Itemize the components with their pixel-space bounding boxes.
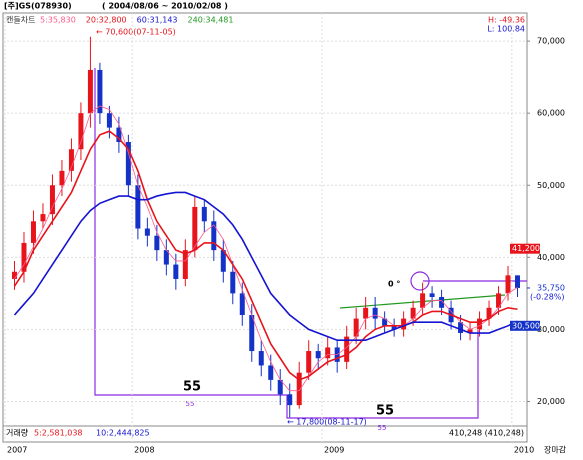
candle-body xyxy=(173,264,179,279)
candle-body xyxy=(268,365,274,380)
candle-body xyxy=(515,275,521,288)
volume-ma10: 10:2,444,825 xyxy=(96,429,150,438)
candle-body xyxy=(125,142,131,186)
candle-body xyxy=(97,69,103,114)
candle-body xyxy=(192,206,198,251)
peak-label: ← 70,600(07-11-05) xyxy=(96,28,176,37)
candle-body xyxy=(249,315,255,352)
candle-body xyxy=(201,206,207,222)
price-tag: 35,750 xyxy=(537,283,565,292)
stat-low: L: 100.84 xyxy=(487,25,525,34)
candle-body xyxy=(182,250,188,279)
candle-body xyxy=(420,293,426,308)
candle-body xyxy=(315,351,321,359)
candle-body xyxy=(230,271,236,294)
candle-body xyxy=(144,228,150,236)
moving-average xyxy=(14,105,518,392)
x-tick-label: 2007 xyxy=(7,446,27,455)
candle-body xyxy=(306,351,312,373)
moving-average xyxy=(13,191,518,342)
volume-frame xyxy=(2,425,528,443)
price-tag: 41,200 xyxy=(512,244,540,253)
change-label: (-0.28%) xyxy=(530,293,565,302)
candle-body xyxy=(239,293,245,316)
candle-body xyxy=(287,394,293,406)
candle-body xyxy=(11,271,17,279)
candle-body xyxy=(401,318,407,330)
stat-high: H: -49.36 xyxy=(488,16,525,25)
candle-body xyxy=(277,379,283,395)
candle-body xyxy=(496,293,502,308)
price-tag: 30,500 xyxy=(512,321,540,330)
count-small: 55 xyxy=(378,424,387,432)
candle-body xyxy=(467,329,473,334)
candle-body xyxy=(363,307,369,319)
candle-body xyxy=(220,250,226,272)
candle-body xyxy=(382,318,388,326)
candle-body xyxy=(477,318,483,330)
candle-body xyxy=(30,221,36,243)
legend-entry: 20:32,800 xyxy=(86,16,127,25)
y-tick-label: 20,000 xyxy=(537,397,565,406)
legend-label: 캔들차트 xyxy=(6,15,35,25)
count-label: 55 xyxy=(183,380,201,395)
trend-box xyxy=(94,68,287,396)
moving-average xyxy=(13,130,518,381)
candle-body xyxy=(258,351,264,366)
candle-body xyxy=(353,318,359,337)
price-tag-bg xyxy=(510,243,540,254)
candle-body xyxy=(78,113,84,150)
price-tag-bg xyxy=(510,320,540,331)
trend-box xyxy=(286,330,479,419)
count-label: 55 xyxy=(376,404,394,419)
candle-body xyxy=(40,214,46,222)
candle-body xyxy=(296,372,302,406)
volume-label: 거래량 xyxy=(6,428,29,438)
market-close: 장마감 xyxy=(544,445,567,455)
candle-body xyxy=(429,293,435,297)
marker-circle xyxy=(410,271,430,291)
legend-entry: 5:35,830 xyxy=(40,16,76,25)
legend-entry: 240:34,481 xyxy=(188,16,234,25)
candle-body xyxy=(505,275,511,294)
candle-body xyxy=(458,322,464,334)
candle-body xyxy=(486,307,492,319)
volume-last: 410,248 (410,248) xyxy=(449,429,524,438)
candle-body xyxy=(391,325,397,330)
candle-body xyxy=(135,185,141,229)
legend-entry: 60:31,143 xyxy=(137,16,178,25)
candle-body xyxy=(87,69,93,114)
candle-body xyxy=(106,113,112,128)
y-tick-label: 40,000 xyxy=(537,253,565,262)
y-tick-label: 60,000 xyxy=(537,109,565,118)
x-tick-label: 2008 xyxy=(134,446,154,455)
candle-body xyxy=(211,221,217,251)
y-tick-label: 50,000 xyxy=(537,181,565,190)
trough-label: ← 17,800(08-11-17) xyxy=(287,418,367,427)
candle-body xyxy=(21,242,27,272)
x-tick-label: 2009 xyxy=(324,446,344,455)
candle-body xyxy=(163,250,169,265)
angle-label: 0 ° xyxy=(388,280,400,289)
candle-body xyxy=(68,149,74,171)
candle-body xyxy=(154,235,160,251)
candle-body xyxy=(439,296,445,308)
candle-body xyxy=(49,185,55,215)
x-tick-label: 2010 xyxy=(514,446,534,455)
candle-body xyxy=(410,307,416,319)
candle-body xyxy=(344,336,350,362)
chart-period: ( 2004/08/06 ~ 2010/02/08 ) xyxy=(102,2,228,11)
candle-body xyxy=(59,170,65,186)
count-small: 55 xyxy=(186,400,195,408)
y-tick-label: 30,000 xyxy=(537,325,565,334)
y-tick-label: 70,000 xyxy=(537,37,565,46)
candle-body xyxy=(325,347,331,359)
chart-title: [주]GS(078930) xyxy=(4,2,72,11)
candle-body xyxy=(116,127,122,143)
candle-body xyxy=(372,307,378,319)
volume-ma5: 5:2,581,038 xyxy=(34,429,83,438)
